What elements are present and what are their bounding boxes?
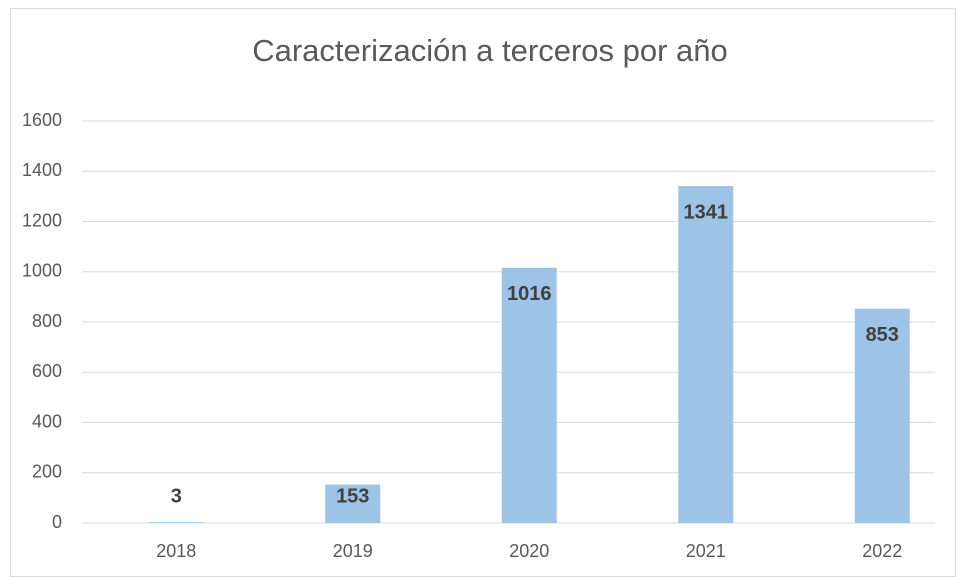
bar: [854, 308, 910, 523]
bar: [678, 186, 734, 524]
y-tick-label: 1000: [22, 261, 62, 281]
y-tick-label: 600: [32, 361, 62, 381]
data-label: 1016: [507, 283, 552, 305]
y-tick-label: 1200: [22, 210, 62, 230]
x-tick-label: 2019: [333, 541, 373, 561]
data-label: 853: [866, 324, 899, 346]
x-tick-label: 2021: [686, 541, 726, 561]
bar: [325, 484, 381, 523]
chart-title: Caracterización a terceros por año: [252, 33, 728, 68]
chart-border: [10, 8, 956, 577]
x-tick-label: 2020: [509, 541, 549, 561]
y-tick-label: 1600: [22, 110, 62, 130]
bar: [148, 522, 204, 523]
y-tick-label: 800: [32, 311, 62, 331]
data-label: 1341: [684, 201, 729, 223]
x-tick-label: 2022: [862, 541, 902, 561]
y-tick-label: 1400: [22, 160, 62, 180]
bar: [501, 267, 557, 523]
y-tick-label: 200: [32, 462, 62, 482]
data-label: 153: [336, 485, 369, 507]
data-label: 3: [171, 485, 182, 507]
y-tick-label: 400: [32, 411, 62, 431]
y-tick-label: 0: [52, 512, 62, 532]
x-tick-label: 2018: [156, 541, 196, 561]
